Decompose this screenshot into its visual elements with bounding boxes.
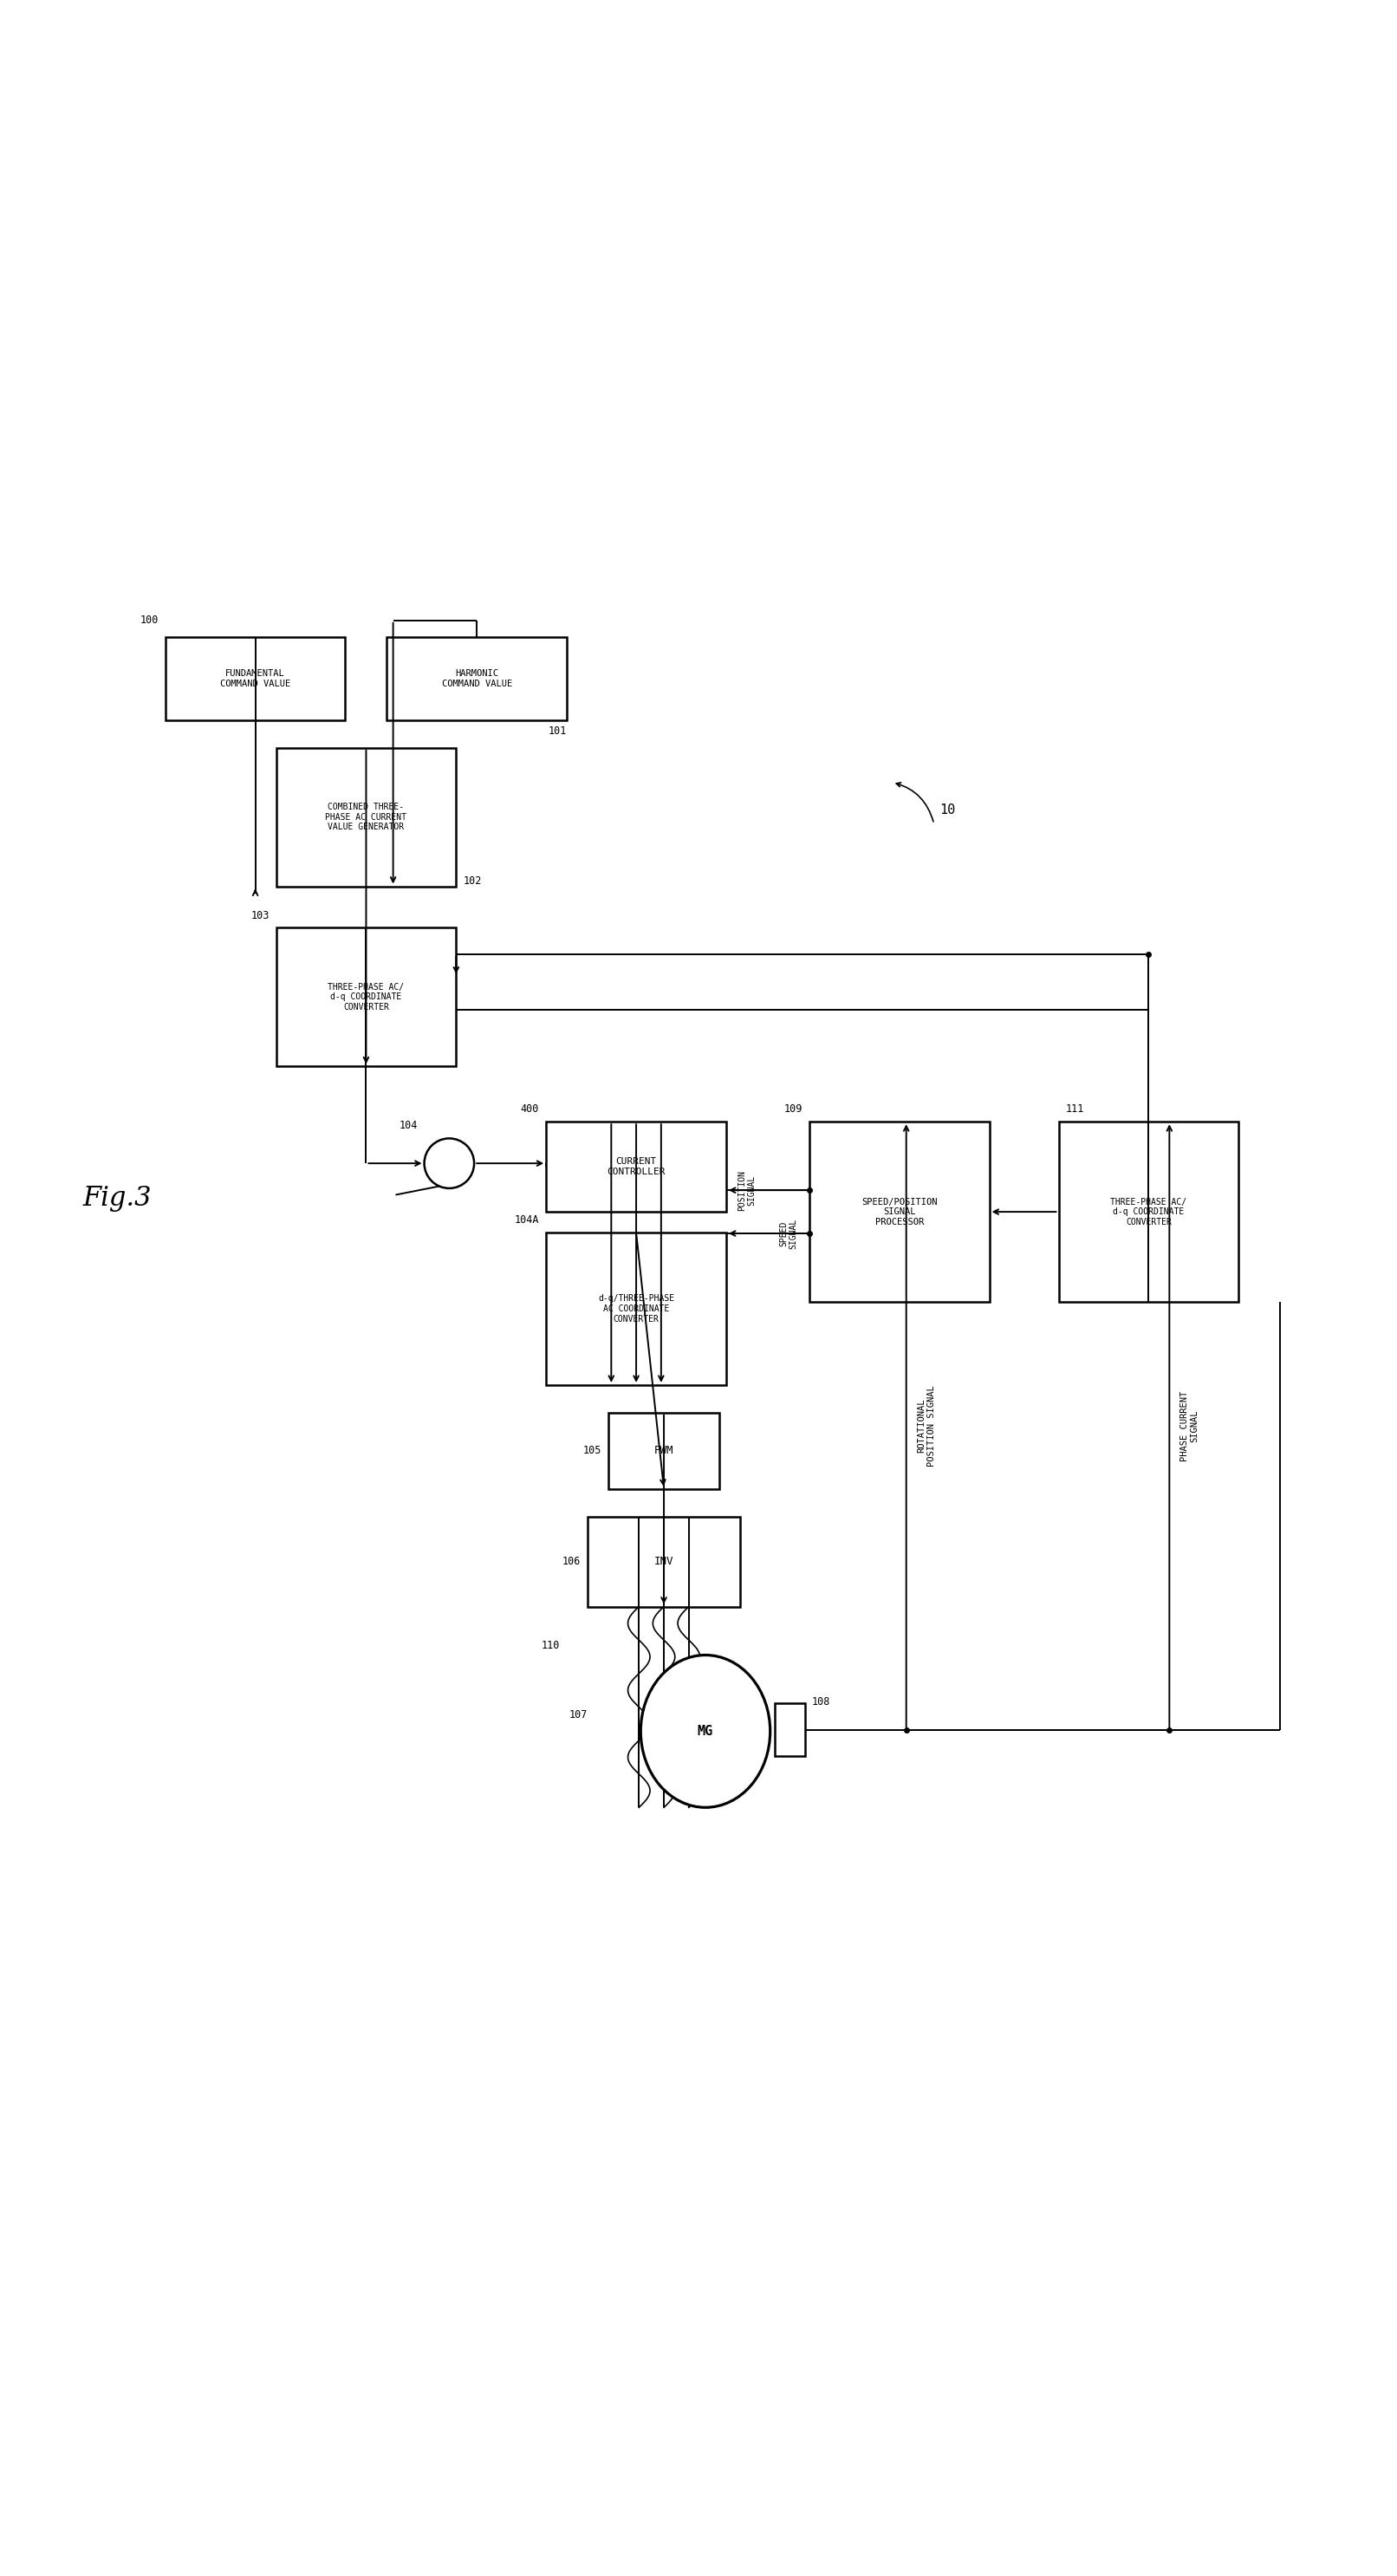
Text: 400: 400 xyxy=(521,1103,539,1115)
Bar xyxy=(609,1412,719,1489)
Text: +: + xyxy=(433,1151,443,1162)
Text: POSITION
SIGNAL: POSITION SIGNAL xyxy=(738,1170,756,1211)
Text: Fig.3: Fig.3 xyxy=(82,1185,151,1211)
Text: 10: 10 xyxy=(940,804,956,817)
Bar xyxy=(387,636,567,721)
Bar xyxy=(165,636,345,721)
Text: SPEED
SIGNAL: SPEED SIGNAL xyxy=(780,1218,798,1249)
Bar xyxy=(588,1517,740,1607)
Text: 100: 100 xyxy=(140,616,158,626)
Text: PHASE CURRENT
SIGNAL: PHASE CURRENT SIGNAL xyxy=(1180,1391,1199,1461)
Bar xyxy=(1059,1121,1239,1301)
Text: 111: 111 xyxy=(1066,1103,1084,1115)
Bar xyxy=(546,1231,726,1386)
Text: -: - xyxy=(454,1172,460,1182)
Text: d-q/THREE-PHASE
AC COORDINATE
CONVERTER: d-q/THREE-PHASE AC COORDINATE CONVERTER xyxy=(598,1293,675,1324)
Text: THREE-PHASE AC/
d-q COORDINATE
CONVERTER: THREE-PHASE AC/ d-q COORDINATE CONVERTER xyxy=(1111,1198,1187,1226)
Text: 104A: 104A xyxy=(514,1213,539,1226)
Bar xyxy=(277,747,457,886)
Bar xyxy=(775,1703,805,1757)
Text: 102: 102 xyxy=(462,876,482,886)
Text: MG: MG xyxy=(697,1726,714,1739)
Text: 107: 107 xyxy=(569,1708,588,1721)
Ellipse shape xyxy=(641,1654,770,1808)
Text: 108: 108 xyxy=(812,1698,831,1708)
Circle shape xyxy=(425,1139,474,1188)
Text: 109: 109 xyxy=(784,1103,802,1115)
Text: 105: 105 xyxy=(583,1445,602,1455)
Text: FUNDAMENTAL
COMMAND VALUE: FUNDAMENTAL COMMAND VALUE xyxy=(221,670,291,688)
Text: THREE-PHASE AC/
d-q COORDINATE
CONVERTER: THREE-PHASE AC/ d-q COORDINATE CONVERTER xyxy=(328,981,404,1012)
Text: 103: 103 xyxy=(250,909,270,922)
Bar xyxy=(809,1121,989,1301)
Text: PWM: PWM xyxy=(654,1445,673,1455)
Text: 106: 106 xyxy=(562,1556,581,1566)
Text: ROTATIONAL
POSITION SIGNAL: ROTATIONAL POSITION SIGNAL xyxy=(918,1386,936,1466)
Bar xyxy=(277,927,457,1066)
Text: 101: 101 xyxy=(549,726,567,737)
Text: HARMONIC
COMMAND VALUE: HARMONIC COMMAND VALUE xyxy=(441,670,513,688)
Text: 104: 104 xyxy=(398,1121,418,1131)
Bar xyxy=(546,1121,726,1211)
Text: INV: INV xyxy=(654,1556,673,1566)
Text: COMBINED THREE-
PHASE AC CURRENT
VALUE GENERATOR: COMBINED THREE- PHASE AC CURRENT VALUE G… xyxy=(326,804,407,832)
Text: 110: 110 xyxy=(542,1641,560,1651)
Text: CURRENT
CONTROLLER: CURRENT CONTROLLER xyxy=(606,1157,665,1177)
Text: SPEED/POSITION
SIGNAL
PROCESSOR: SPEED/POSITION SIGNAL PROCESSOR xyxy=(862,1198,937,1226)
